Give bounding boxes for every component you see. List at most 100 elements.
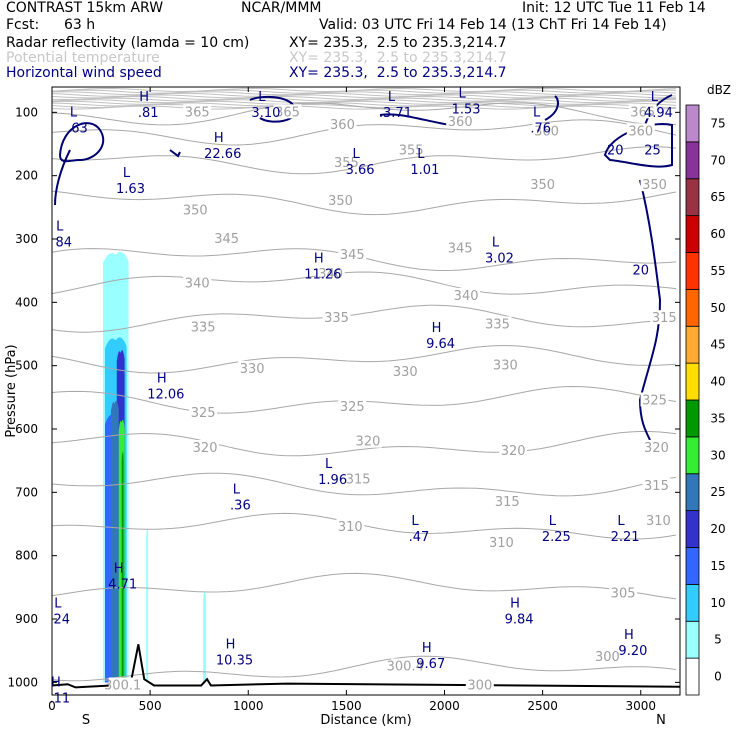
theta-label: 350 bbox=[183, 204, 208, 219]
colorbar-swatch bbox=[685, 141, 700, 180]
theta-label-bg bbox=[183, 275, 212, 290]
colorbar-level-label: 15 bbox=[710, 559, 725, 573]
y-tick-label: 100 bbox=[15, 105, 38, 119]
extremum-marker: L bbox=[54, 597, 62, 612]
theta-label: 355 bbox=[334, 156, 359, 171]
theta-label-bg bbox=[316, 265, 345, 280]
x-tick-label: 0 bbox=[48, 699, 56, 713]
theta-label-bg bbox=[212, 231, 241, 245]
x-tick-label: 3000 bbox=[625, 699, 656, 713]
x-axis-label: Distance (km) bbox=[320, 713, 411, 728]
extremum-value: 12.06 bbox=[147, 388, 184, 403]
theta-label-bg bbox=[628, 104, 657, 119]
init-time: Init: 12 UTC Tue 11 Feb 14 bbox=[522, 0, 706, 16]
theta-label: 315 bbox=[346, 473, 371, 488]
theta-label-bg bbox=[528, 177, 557, 192]
y-tick-label: 1000 bbox=[7, 675, 38, 689]
colorbar-level-label: 60 bbox=[710, 227, 725, 241]
extremum-marker: L bbox=[549, 514, 557, 529]
theta-label-bg bbox=[465, 677, 494, 692]
field-theta-xy: XY= 235.3, 2.5 to 235.3,214.7 bbox=[289, 50, 507, 66]
theta-label-bg bbox=[391, 364, 420, 378]
theta-label-bg bbox=[640, 177, 669, 192]
extremum-value: 1.63 bbox=[116, 182, 145, 197]
colorbar-level-label: 70 bbox=[710, 153, 725, 167]
extremum-value: .63 bbox=[67, 122, 88, 137]
y-axis-label: Pressure (hPa) bbox=[4, 344, 19, 437]
theta-label: 340 bbox=[318, 267, 343, 282]
theta-contour-stratosphere bbox=[51, 94, 677, 99]
theta-label-bg bbox=[446, 240, 475, 255]
theta-contour-335 bbox=[51, 304, 677, 333]
theta-label-bg bbox=[493, 493, 522, 508]
extremum-value: 3.10 bbox=[251, 106, 280, 121]
extremum-value: 4.94 bbox=[644, 106, 673, 121]
theta-label: 365 bbox=[185, 105, 210, 120]
theta-label-bg bbox=[336, 519, 365, 534]
org-label: NCAR/MMM bbox=[241, 0, 322, 16]
extremum-value: 24 bbox=[54, 613, 71, 628]
colorbar-level-label: 45 bbox=[710, 338, 725, 352]
extremum-value: .47 bbox=[409, 530, 430, 545]
extremum-marker: L bbox=[123, 166, 131, 181]
y-tick-label: 600 bbox=[15, 422, 38, 436]
theta-label: 300.4 bbox=[387, 660, 424, 675]
colorbar-level-label: 55 bbox=[710, 264, 725, 278]
x-tick-label: 2000 bbox=[429, 699, 460, 713]
theta-label-bg bbox=[626, 123, 655, 138]
wind-speed-contour bbox=[603, 123, 673, 168]
wind-label: 25 bbox=[644, 143, 661, 158]
theta-label-bg bbox=[328, 117, 357, 131]
extremum-value: 4.71 bbox=[108, 578, 137, 593]
extremum-marker: L bbox=[411, 514, 419, 529]
extremum-marker: L bbox=[352, 147, 360, 162]
extremum-marker: H bbox=[510, 597, 520, 612]
extremum-marker: L bbox=[533, 106, 541, 121]
theta-label: 320 bbox=[644, 441, 669, 456]
extremum-value: 11.26 bbox=[304, 267, 341, 282]
forecast-hour: 63 h bbox=[64, 17, 96, 33]
colorbar-swatch bbox=[685, 583, 700, 622]
extremum-value: 1.53 bbox=[452, 103, 481, 118]
theta-contour-305 bbox=[51, 572, 677, 600]
reflectivity-cell bbox=[121, 451, 124, 683]
y-tick-label: 800 bbox=[15, 549, 38, 563]
field-reflectivity-name: Radar reflectivity (lamda = 10 cm) bbox=[6, 35, 250, 51]
theta-label-bg bbox=[642, 478, 671, 492]
theta-contour-stratosphere bbox=[51, 96, 677, 100]
theta-label: 330 bbox=[393, 365, 418, 380]
x-tick-label: 500 bbox=[139, 699, 162, 713]
theta-label: 330 bbox=[240, 362, 265, 377]
forecast-label: Fcst: bbox=[6, 17, 40, 33]
theta-contour-330 bbox=[51, 345, 677, 374]
theta-label-bg bbox=[322, 310, 351, 325]
theta-label-bg bbox=[391, 658, 420, 673]
theta-label: 335 bbox=[324, 311, 349, 326]
colorbar-swatch bbox=[685, 620, 700, 659]
extremum-marker: H bbox=[432, 321, 442, 336]
theta-contour-355 bbox=[51, 146, 677, 175]
theta-label: 300.1 bbox=[104, 679, 141, 694]
y-tick-label: 400 bbox=[15, 295, 38, 309]
x-tick-label: 2500 bbox=[527, 699, 558, 713]
theta-contour-stratosphere bbox=[51, 105, 677, 110]
colorbar-swatch bbox=[685, 288, 700, 327]
extremum-value: .81 bbox=[138, 106, 159, 121]
model-title: CONTRAST 15km ARW bbox=[6, 0, 164, 16]
theta-label-bg bbox=[644, 512, 673, 527]
terrain-line bbox=[51, 644, 681, 689]
theta-label-bg bbox=[532, 123, 561, 138]
theta-label: 300 bbox=[595, 650, 620, 665]
extremum-marker: L bbox=[325, 457, 333, 472]
theta-label: 315 bbox=[495, 495, 520, 510]
theta-label: 325 bbox=[191, 406, 216, 421]
theta-label-bg bbox=[483, 316, 512, 331]
colorbar-swatch bbox=[685, 362, 700, 401]
theta-label: 340 bbox=[185, 276, 210, 291]
theta-label-bg bbox=[397, 142, 426, 157]
extremum-value: 2.21 bbox=[611, 530, 640, 545]
extremum-value: 3.02 bbox=[485, 252, 514, 267]
colorbar-level-label: 30 bbox=[710, 448, 725, 462]
colorbar-swatch bbox=[685, 473, 700, 512]
